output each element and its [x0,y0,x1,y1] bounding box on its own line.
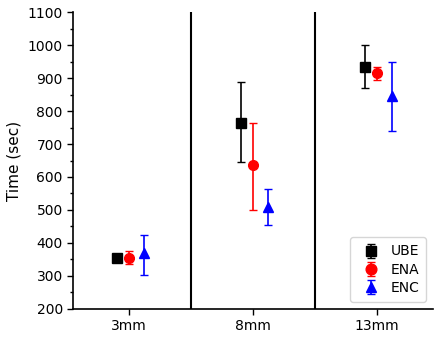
Y-axis label: Time (sec): Time (sec) [7,120,22,201]
Legend: UBE, ENA, ENC: UBE, ENA, ENC [350,237,426,302]
